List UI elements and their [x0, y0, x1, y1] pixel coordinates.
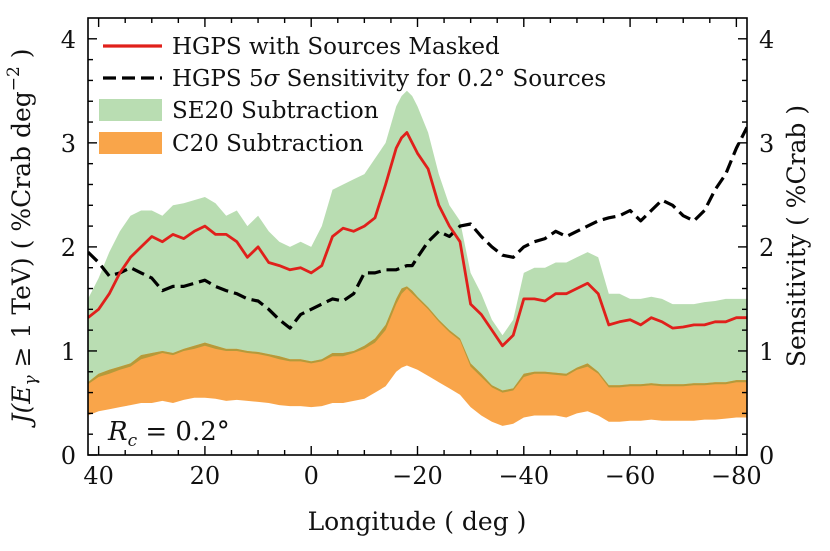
- legend: HGPS with Sources Masked HGPS 5σ Sensiti…: [99, 34, 606, 157]
- x-axis-label: Longitude ( deg ): [308, 507, 527, 536]
- legend-swatch-band2: [99, 132, 162, 154]
- data-layer: [88, 90, 747, 426]
- rc-annotation: Rc = 0.2°: [107, 417, 230, 451]
- y-tick-label-right: 1: [759, 338, 774, 366]
- x-tick-label: 40: [83, 462, 114, 490]
- legend-label-band1: SE20 Subtraction: [172, 98, 379, 124]
- y-tick-label-left: 3: [61, 130, 76, 158]
- legend-label-line2: HGPS 5σ Sensitivity for 0.2° Sources: [172, 66, 606, 92]
- x-tick-label: −40: [498, 462, 549, 490]
- x-tick-label: −60: [605, 462, 656, 490]
- legend-label-line1: HGPS with Sources Masked: [172, 34, 500, 60]
- line-sensitivity: [88, 126, 747, 330]
- y-tick-label-left: 1: [61, 338, 76, 366]
- right-axis-label: Sensitivity ( %Crab ): [782, 105, 811, 367]
- x-tick-label: −80: [711, 462, 762, 490]
- tick-layer: 40 20 0 −20 −40 −60 −800 01 12 23 34 4: [61, 18, 774, 490]
- band-c20: [88, 286, 747, 426]
- x-tick-label: −20: [392, 462, 443, 490]
- legend-swatch-band1: [99, 99, 162, 121]
- y-tick-label-right: 2: [759, 234, 774, 262]
- x-tick-label: 0: [304, 462, 319, 490]
- y-tick-label-left: 4: [61, 26, 76, 54]
- legend-label-band2: C20 Subtraction: [172, 131, 364, 157]
- y-tick-label-right: 3: [759, 130, 774, 158]
- left-axis-label: J(Eγ ≥ 1 TeV) ( %Crab deg−2 ): [4, 48, 41, 428]
- y-tick-label-right: 0: [759, 442, 774, 470]
- band-se20: [88, 90, 747, 393]
- x-tick-label: 20: [190, 462, 221, 490]
- y-tick-label-left: 0: [61, 442, 76, 470]
- y-tick-label-left: 2: [61, 234, 76, 262]
- band-overlap: [88, 286, 747, 393]
- y-tick-label-right: 4: [759, 26, 774, 54]
- line-sources-masked: [88, 131, 747, 348]
